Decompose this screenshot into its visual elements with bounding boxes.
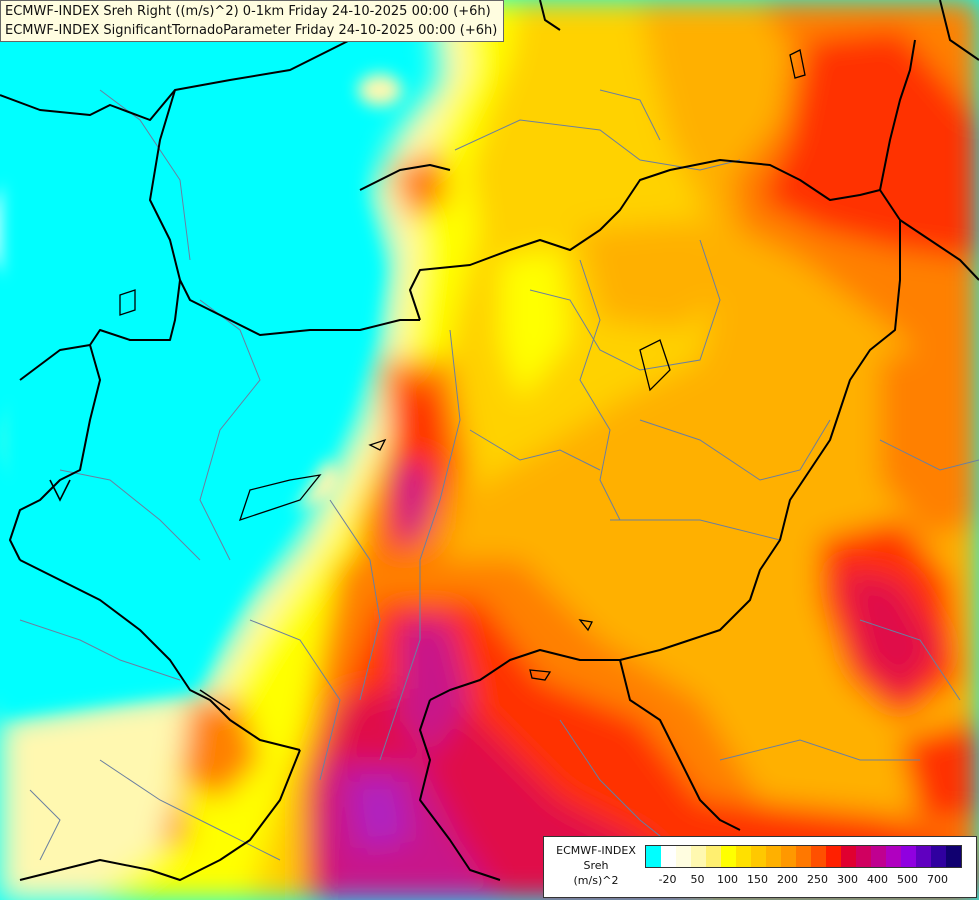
legend-tick-label: -20 xyxy=(658,873,677,886)
map-header: ECMWF-INDEX Sreh Right ((m/s)^2) 0-1km F… xyxy=(0,0,504,42)
legend-swatch xyxy=(766,846,781,867)
legend-tick-label: 250 xyxy=(807,873,828,886)
coastline xyxy=(49,479,231,711)
legend-title-line-2: Sreh xyxy=(583,859,609,872)
legend-swatch xyxy=(826,846,841,867)
legend-swatch xyxy=(676,846,691,867)
legend-title-line-1: ECMWF-INDEX xyxy=(556,844,636,857)
legend-swatch xyxy=(901,846,916,867)
legend-swatch xyxy=(856,846,871,867)
legend-title-line-3: (m/s)^2 xyxy=(573,874,619,887)
legend-swatch xyxy=(946,846,961,867)
legend-tick-label: 300 xyxy=(837,873,858,886)
header-line-2: ECMWF-INDEX SignificantTornadoParameter … xyxy=(5,23,498,38)
legend-swatch xyxy=(691,846,706,867)
legend-swatch xyxy=(646,846,661,867)
legend-swatch xyxy=(751,846,766,867)
legend-swatch xyxy=(841,846,856,867)
header-line-1: ECMWF-INDEX Sreh Right ((m/s)^2) 0-1km F… xyxy=(5,4,491,19)
legend-tick-label: 700 xyxy=(927,873,948,886)
sea-mask xyxy=(0,40,380,715)
legend-tick-label: 200 xyxy=(777,873,798,886)
legend-swatch xyxy=(796,846,811,867)
legend-tick-label: 50 xyxy=(690,873,705,886)
legend-swatch xyxy=(916,846,931,867)
legend-tick-label: 400 xyxy=(867,873,888,886)
legend-swatch xyxy=(811,846,826,867)
legend-tick-label: 100 xyxy=(717,873,738,886)
legend-title: ECMWF-INDEX Sreh (m/s)^2 xyxy=(548,843,644,888)
legend-color-bar xyxy=(645,845,962,868)
legend-swatch xyxy=(871,846,886,867)
legend-tick-labels: -20 50 100 150 200 250 300 400 500 700 xyxy=(644,873,974,889)
region-boundaries xyxy=(19,89,979,861)
legend-swatch xyxy=(736,846,751,867)
legend-swatch xyxy=(886,846,901,867)
color-legend: ECMWF-INDEX Sreh (m/s)^2 -20 50 100 150 200 2… xyxy=(543,836,977,898)
legend-swatch xyxy=(931,846,946,867)
legend-tick-label: 500 xyxy=(897,873,918,886)
legend-swatch xyxy=(706,846,721,867)
legend-swatch xyxy=(721,846,736,867)
legend-swatch xyxy=(661,846,676,867)
lakes xyxy=(119,49,806,681)
legend-swatch xyxy=(781,846,796,867)
legend-tick-label: 150 xyxy=(747,873,768,886)
